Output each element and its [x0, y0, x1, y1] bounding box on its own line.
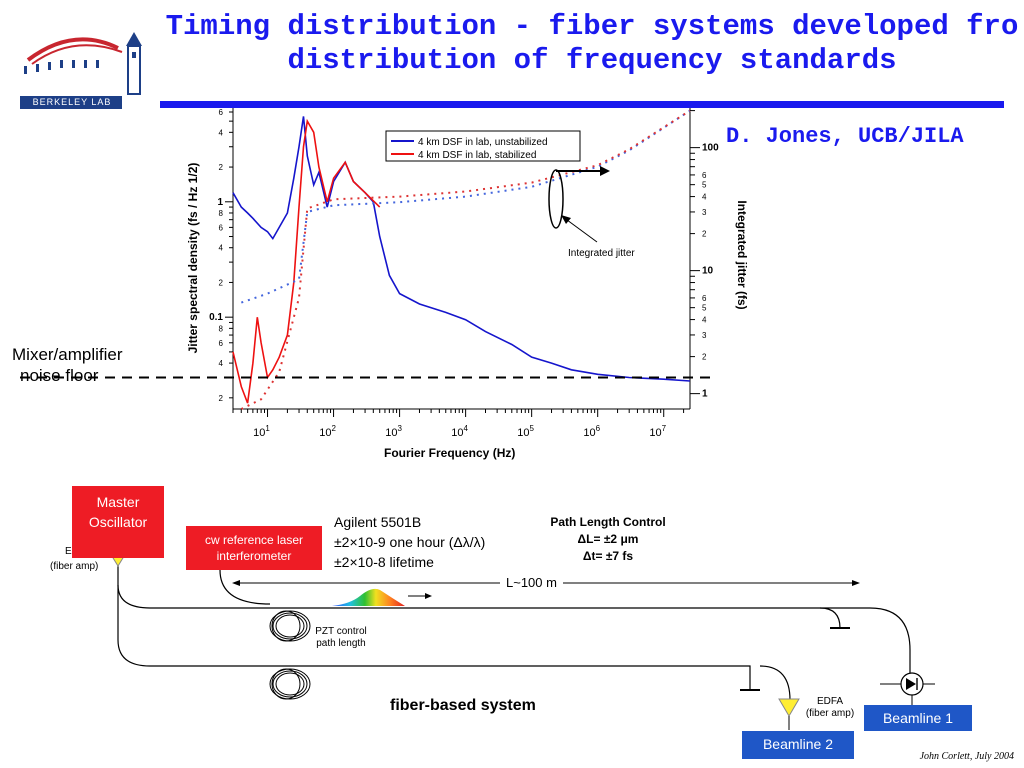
y-right-tick-label: 5: [702, 304, 707, 313]
fiber-coil-pzt: [269, 610, 311, 642]
legend-entry: 4 km DSF in lab, stabilized: [418, 150, 536, 161]
y-left-axis-title: Jitter spectral density (fs / Hz 1/2): [186, 162, 200, 354]
y-left-tick-label: 6: [219, 223, 224, 232]
path-length-dt: Δt= ±7 fs: [582, 549, 634, 563]
series-line-2: [240, 109, 691, 304]
y-left-tick-label: 1: [217, 197, 223, 208]
x-tick-label: 106: [583, 424, 600, 439]
slide-title: Timing distribution - fiber systems deve…: [160, 10, 1024, 78]
master-oscillator-box: Master Oscillator: [72, 486, 164, 558]
fiber-diagram: [109, 552, 935, 730]
logo-text: BERKELEY LAB: [32, 97, 112, 107]
noise-floor-label: Mixer/amplifier noise floor: [12, 344, 123, 386]
cw-reference-line1: cw reference laser: [204, 533, 304, 547]
y-right-tick-label: 4: [702, 193, 707, 202]
x-tick-label: 104: [451, 424, 468, 439]
x-axis-title: Fourier Frequency (Hz): [384, 446, 516, 460]
edfa-right-title: EDFA: [816, 696, 844, 707]
y-right-tick-label: 100: [702, 143, 719, 154]
y-left-tick-label: 4: [219, 128, 224, 137]
x-tick-label: 101: [253, 424, 270, 439]
path-length-dl: ΔL= ±2 μm: [577, 532, 639, 546]
y-right-tick-label: 1: [702, 389, 708, 400]
beamline-1-box: Beamline 1: [864, 705, 972, 731]
beamline-2-box: Beamline 2: [742, 731, 854, 759]
agilent-spec: Agilent 5501B ±2×10-9 one hour (Δλ/λ) ±2…: [334, 512, 485, 572]
annotation-pointer: [562, 216, 598, 243]
noise-floor-label-line1: Mixer/amplifier: [12, 345, 123, 364]
y-right-tick-label: 4: [702, 316, 707, 325]
x-tick-label: 107: [649, 424, 666, 439]
y-right-tick-label: 2: [702, 230, 707, 239]
edfa-right-label: EDFA (fiber amp): [798, 696, 862, 720]
cw-reference-line2: interferometer: [216, 549, 292, 563]
annotation-pointer-head: [561, 215, 571, 224]
legend-entry: 4 km DSF in lab, unstabilized: [418, 137, 548, 148]
fiber-line-mid: [117, 585, 751, 690]
fiber-coil-delay: [269, 668, 311, 700]
pzt-line1: PZT control: [315, 626, 367, 637]
y-left-tick-label: 6: [219, 339, 224, 348]
y-right-tick-label: 5: [702, 181, 707, 190]
edfa-left-partial: E: [65, 546, 72, 557]
x-tick-label: 105: [517, 424, 534, 439]
attribution: D. Jones, UCB/JILA: [726, 124, 964, 149]
y-left-tick-label: 0.1: [209, 312, 223, 323]
noise-floor-label-line2: noise floor: [20, 366, 99, 385]
title-line-2: distribution of frequency standards: [287, 44, 897, 77]
path-length-control: Path Length Control ΔL= ±2 μm Δt= ±7 fs: [520, 514, 696, 565]
y-left-tick-label: 4: [219, 244, 224, 253]
y-right-tick-label: 3: [702, 208, 707, 217]
annotation-label: Integrated jitter: [568, 248, 635, 259]
length-label: L~100 m: [500, 575, 563, 590]
cw-reference-box: cw reference laser interferometer: [186, 526, 322, 570]
agilent-line2: ±2×10-9 one hour (Δλ/λ): [334, 534, 486, 550]
logo-graphic: [20, 32, 142, 109]
spectrum-shape: [332, 588, 405, 606]
y-left-tick-label: 8: [219, 324, 224, 333]
title-line-1: Timing distribution - fiber systems deve…: [165, 10, 1019, 43]
x-tick-label: 103: [385, 424, 402, 439]
jitter-chart: 101 102 103 104 105 106 107642186420.186421006…: [20, 108, 719, 439]
edfa-left-sub: (fiber amp): [50, 561, 99, 572]
edfa-left-label: E (fiber amp): [50, 546, 110, 573]
agilent-line3: ±2×10-8 lifetime: [334, 554, 434, 570]
y-left-tick-label: 4: [219, 359, 224, 368]
y-left-tick-label: 6: [219, 108, 224, 117]
y-right-axis-title: Integrated jitter (fs): [735, 200, 749, 310]
y-left-tick-label: 2: [219, 163, 224, 172]
author-credit: John Corlett, July 2004: [919, 751, 1014, 762]
y-left-tick-label: 8: [219, 209, 224, 218]
y-right-tick-label: 10: [702, 266, 714, 277]
y-right-tick-label: 6: [702, 171, 707, 180]
y-left-tick-label: 2: [219, 278, 224, 287]
edfa-right-sub: (fiber amp): [805, 708, 855, 719]
y-right-tick-label: 6: [702, 294, 707, 303]
series-line-1: [232, 118, 381, 404]
agilent-line1: Agilent 5501B: [334, 514, 422, 530]
path-length-title: Path Length Control: [550, 515, 666, 529]
title-underline: [160, 101, 1004, 108]
edfa-right-icon: [778, 698, 800, 717]
berkeley-lab-logo: BERKELEY LAB: [18, 18, 158, 110]
master-oscillator-line2: Oscillator: [88, 514, 148, 530]
fiber-line-top: [117, 560, 911, 676]
x-tick-label: 102: [319, 424, 336, 439]
y-right-tick-label: 3: [702, 331, 707, 340]
fiber-line-ref: [219, 569, 271, 605]
y-left-tick-label: 2: [219, 394, 224, 403]
system-label: fiber-based system: [390, 697, 536, 714]
pzt-label: PZT control path length: [308, 626, 374, 650]
master-oscillator-line1: Master: [96, 494, 140, 510]
legend-box: [385, 130, 581, 162]
y-right-tick-label: 2: [702, 353, 707, 362]
pzt-line2: path length: [316, 638, 366, 649]
annotation-ellipse: [548, 169, 564, 229]
annotation-arrowhead: [600, 166, 610, 176]
